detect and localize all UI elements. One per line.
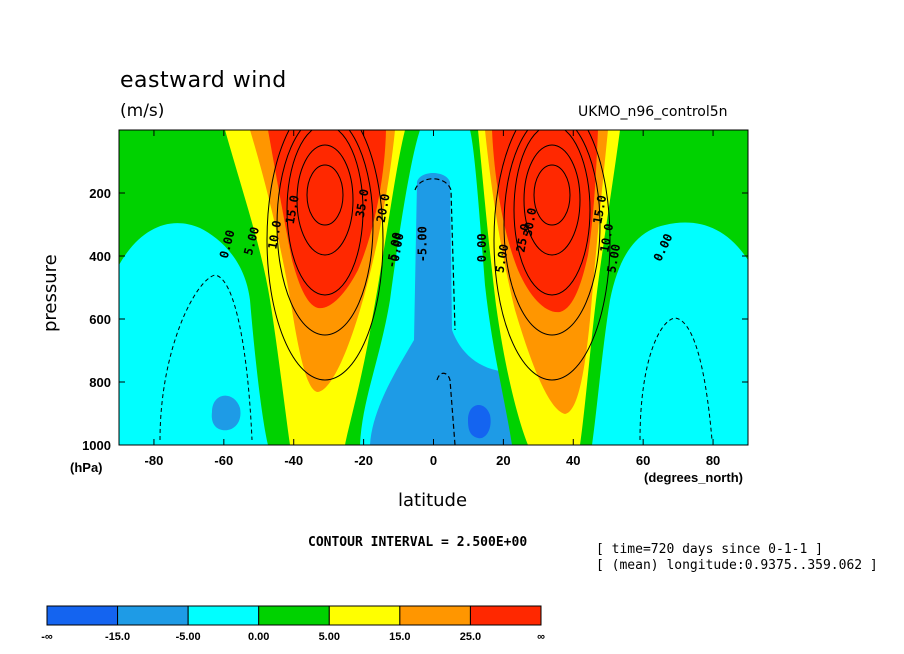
x-tick-label: 0 bbox=[430, 453, 437, 468]
colorbar-label: 5.00 bbox=[319, 631, 340, 643]
units-label: (m/s) bbox=[120, 101, 165, 121]
fill-equatorial-easterlies bbox=[370, 173, 522, 445]
contour-label: 35.0 bbox=[353, 188, 372, 219]
contour-label: -5.00 bbox=[416, 226, 430, 262]
meta-longitude: [ (mean) longitude:0.9375..359.062 ] bbox=[596, 558, 878, 573]
x-tick-label: -20 bbox=[354, 453, 373, 468]
colorbar-swatch bbox=[258, 605, 330, 626]
colorbar-swatch bbox=[117, 605, 189, 626]
x-tick-label: 40 bbox=[566, 453, 580, 468]
contour-fills bbox=[119, 130, 748, 445]
colorbar-swatch bbox=[46, 605, 119, 626]
y-tick-label: 400 bbox=[89, 249, 111, 264]
x-ticks: -80 -60 -40 -20 0 20 40 60 80 bbox=[145, 130, 720, 468]
x-axis-label: latitude bbox=[398, 490, 468, 511]
contour-dashed-eq bbox=[414, 178, 456, 445]
colorbar-label: -∞ bbox=[41, 631, 53, 643]
y-tick-label: 800 bbox=[89, 375, 111, 390]
y-tick-label: 600 bbox=[89, 312, 111, 327]
contour-label: 20.0 bbox=[374, 193, 393, 224]
colorbar-label: -15.0 bbox=[105, 631, 130, 643]
fill-blob-nh bbox=[468, 404, 491, 439]
fill-sh-red bbox=[268, 130, 386, 309]
colorbar-label: 25.0 bbox=[460, 631, 481, 643]
dataset-label: UKMO_n96_control5n bbox=[578, 104, 728, 120]
fill-blob-sh bbox=[211, 395, 241, 431]
y-tick-label: 1000 bbox=[82, 438, 111, 453]
x-tick-label: -80 bbox=[145, 453, 164, 468]
contour-label: 0.00 bbox=[475, 233, 489, 262]
contour-interval: CONTOUR INTERVAL = 2.500E+00 bbox=[308, 535, 528, 550]
colorbar: -∞ -15.0 -5.00 0.00 5.00 15.0 25.0 ∞ bbox=[41, 605, 545, 643]
x-tick-label: -60 bbox=[214, 453, 233, 468]
contour-label: 25.0 bbox=[514, 222, 533, 253]
contour-lines-sh bbox=[266, 130, 384, 381]
colorbar-label: -5.00 bbox=[176, 631, 201, 643]
contour-label: 10.0 bbox=[597, 222, 616, 253]
fill-nh-red bbox=[492, 130, 598, 313]
contour-label: 30.0 bbox=[521, 207, 540, 238]
contour-label: 5.00 bbox=[604, 243, 623, 274]
colorbar-label: 0.00 bbox=[248, 631, 269, 643]
contour-label: 15.0 bbox=[283, 194, 302, 225]
x-tick-label: 80 bbox=[706, 453, 720, 468]
colorbar-swatch bbox=[469, 605, 542, 626]
colorbar-label: 15.0 bbox=[389, 631, 410, 643]
y-unit-label: (hPa) bbox=[70, 460, 103, 475]
x-tick-label: 20 bbox=[496, 453, 510, 468]
colorbar-swatch bbox=[399, 605, 471, 626]
y-tick-label: 200 bbox=[89, 186, 111, 201]
contour-dashed-sh bbox=[159, 274, 253, 441]
colorbar-swatch bbox=[328, 605, 401, 626]
contour-label: 10.0 bbox=[265, 219, 284, 250]
colorbar-label: ∞ bbox=[537, 631, 545, 643]
x-tick-label: 60 bbox=[636, 453, 650, 468]
contour-label: 5.00 bbox=[493, 243, 512, 274]
y-ticks: 200 400 600 800 1000 bbox=[82, 186, 748, 453]
x-tick-label: -40 bbox=[284, 453, 303, 468]
contour-lines-nh bbox=[493, 130, 611, 381]
contour-label: 15.0 bbox=[590, 194, 609, 225]
contour-label: 0.00 bbox=[388, 232, 407, 263]
colorbar-swatch bbox=[187, 605, 260, 626]
x-unit-label: (degrees_north) bbox=[644, 470, 743, 485]
chart-title: eastward wind bbox=[120, 68, 287, 93]
meta-time: [ time=720 days since 0-1-1 ] bbox=[596, 542, 823, 557]
contour-label: -5.00 bbox=[384, 231, 404, 269]
